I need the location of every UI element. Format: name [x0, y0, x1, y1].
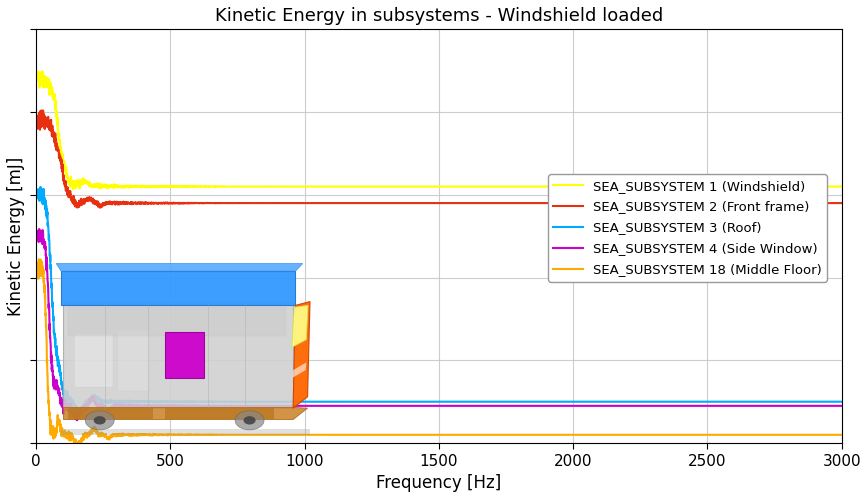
Line: SEA_SUBSYSTEM 3 (Roof): SEA_SUBSYSTEM 3 (Roof)	[37, 187, 842, 414]
Line: SEA_SUBSYSTEM 1 (Windshield): SEA_SUBSYSTEM 1 (Windshield)	[37, 71, 842, 189]
SEA_SUBSYSTEM 2 (Front frame)	[694, 200, 704, 206]
SEA_SUBSYSTEM 3 (Roof)	[694, 399, 704, 405]
SEA_SUBSYSTEM 4 (Side Window)	[837, 403, 847, 409]
SEA_SUBSYSTEM 1 (Windshield)	[515, 184, 525, 190]
SEA_SUBSYSTEM 2 (Front frame)	[556, 200, 566, 206]
SEA_SUBSYSTEM 4 (Side Window)	[633, 403, 643, 409]
SEA_SUBSYSTEM 4 (Side Window)	[694, 403, 704, 409]
SEA_SUBSYSTEM 1 (Windshield)	[37, 68, 48, 74]
SEA_SUBSYSTEM 4 (Side Window)	[34, 226, 44, 232]
SEA_SUBSYSTEM 18 (Middle Floor)	[515, 432, 525, 438]
SEA_SUBSYSTEM 3 (Roof)	[837, 399, 847, 405]
SEA_SUBSYSTEM 1 (Windshield)	[694, 184, 704, 190]
SEA_SUBSYSTEM 4 (Side Window)	[179, 403, 189, 409]
SEA_SUBSYSTEM 2 (Front frame)	[633, 200, 643, 206]
SEA_SUBSYSTEM 1 (Windshield)	[837, 184, 847, 190]
SEA_SUBSYSTEM 3 (Roof)	[36, 184, 46, 190]
SEA_SUBSYSTEM 1 (Windshield)	[32, 73, 43, 79]
SEA_SUBSYSTEM 4 (Side Window)	[32, 234, 43, 240]
SEA_SUBSYSTEM 18 (Middle Floor)	[179, 432, 189, 438]
SEA_SUBSYSTEM 18 (Middle Floor)	[340, 432, 351, 438]
SEA_SUBSYSTEM 2 (Front frame)	[95, 205, 105, 211]
SEA_SUBSYSTEM 1 (Windshield)	[68, 186, 78, 192]
SEA_SUBSYSTEM 4 (Side Window)	[72, 417, 82, 423]
SEA_SUBSYSTEM 3 (Roof)	[32, 195, 43, 201]
Line: SEA_SUBSYSTEM 2 (Front frame): SEA_SUBSYSTEM 2 (Front frame)	[37, 110, 842, 208]
SEA_SUBSYSTEM 18 (Middle Floor)	[837, 432, 847, 438]
SEA_SUBSYSTEM 2 (Front frame)	[515, 200, 525, 206]
SEA_SUBSYSTEM 4 (Side Window)	[515, 403, 525, 409]
Line: SEA_SUBSYSTEM 4 (Side Window): SEA_SUBSYSTEM 4 (Side Window)	[37, 229, 842, 420]
SEA_SUBSYSTEM 18 (Middle Floor)	[633, 432, 643, 438]
SEA_SUBSYSTEM 18 (Middle Floor)	[69, 440, 80, 446]
SEA_SUBSYSTEM 3 (Roof)	[179, 399, 189, 405]
X-axis label: Frequency [Hz]: Frequency [Hz]	[376, 474, 502, 492]
Title: Kinetic Energy in subsystems - Windshield loaded: Kinetic Energy in subsystems - Windshiel…	[214, 7, 663, 25]
SEA_SUBSYSTEM 2 (Front frame)	[837, 200, 847, 206]
SEA_SUBSYSTEM 3 (Roof)	[633, 399, 643, 405]
SEA_SUBSYSTEM 3 (Roof)	[515, 399, 525, 405]
Line: SEA_SUBSYSTEM 18 (Middle Floor): SEA_SUBSYSTEM 18 (Middle Floor)	[37, 259, 842, 443]
SEA_SUBSYSTEM 1 (Windshield)	[556, 184, 566, 190]
Legend: SEA_SUBSYSTEM 1 (Windshield), SEA_SUBSYSTEM 2 (Front frame), SEA_SUBSYSTEM 3 (Ro: SEA_SUBSYSTEM 1 (Windshield), SEA_SUBSYS…	[549, 174, 827, 281]
SEA_SUBSYSTEM 1 (Windshield)	[340, 184, 351, 190]
SEA_SUBSYSTEM 2 (Front frame)	[179, 200, 189, 206]
SEA_SUBSYSTEM 18 (Middle Floor)	[32, 264, 43, 270]
SEA_SUBSYSTEM 4 (Side Window)	[340, 403, 351, 409]
SEA_SUBSYSTEM 18 (Middle Floor)	[34, 256, 44, 262]
SEA_SUBSYSTEM 4 (Side Window)	[556, 403, 566, 409]
SEA_SUBSYSTEM 2 (Front frame)	[36, 107, 47, 113]
Y-axis label: Kinetic Energy [mJ]: Kinetic Energy [mJ]	[7, 157, 25, 316]
SEA_SUBSYSTEM 2 (Front frame)	[32, 119, 43, 125]
SEA_SUBSYSTEM 18 (Middle Floor)	[556, 432, 566, 438]
SEA_SUBSYSTEM 3 (Roof)	[556, 399, 566, 405]
SEA_SUBSYSTEM 3 (Roof)	[73, 411, 83, 417]
SEA_SUBSYSTEM 3 (Roof)	[340, 399, 351, 405]
SEA_SUBSYSTEM 1 (Windshield)	[633, 184, 643, 190]
SEA_SUBSYSTEM 18 (Middle Floor)	[694, 432, 704, 438]
SEA_SUBSYSTEM 2 (Front frame)	[340, 200, 351, 206]
SEA_SUBSYSTEM 1 (Windshield)	[179, 184, 189, 190]
